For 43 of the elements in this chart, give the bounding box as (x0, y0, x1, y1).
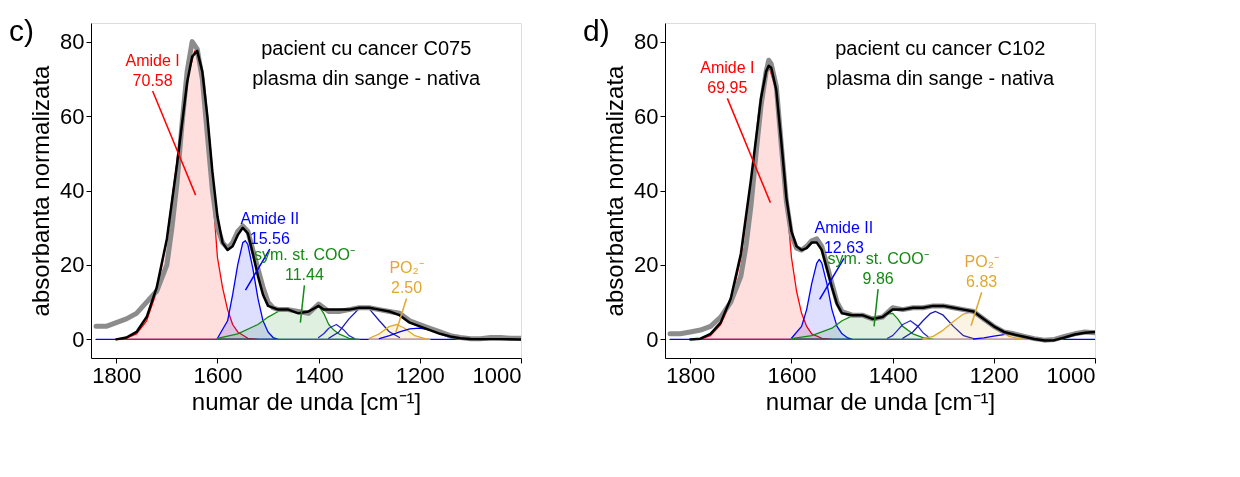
annotation: plasma din sange - nativa (826, 67, 1056, 89)
series-label: Amide I (700, 59, 755, 77)
x-axis-title: numar de unda [cm⁻¹] (765, 387, 996, 415)
y-tick-label: 60 (60, 103, 85, 129)
y-tick-label: 60 (634, 103, 659, 129)
x-tick-label: 1000 (472, 362, 522, 388)
y-axis-title: absorbanta normalizata (601, 64, 629, 317)
y-tick-label: 40 (60, 178, 85, 203)
chart-title: d) (583, 14, 610, 47)
x-tick-label: 1400 (868, 362, 918, 388)
x-tick-label: 1600 (193, 362, 243, 388)
chart-title: c) (9, 14, 34, 47)
y-tick-label: 0 (72, 326, 85, 352)
series-label: Amide II (814, 219, 874, 237)
series-label: Amide II (240, 210, 300, 228)
annotation: pacient cu cancer C075 (261, 37, 472, 59)
y-axis-title: absorbanta normalizata (27, 64, 55, 317)
y-tick-label: 80 (634, 29, 659, 55)
x-tick-label: 1600 (767, 362, 817, 388)
y-tick-label: 0 (646, 326, 659, 352)
y-tick-label: 20 (634, 252, 659, 278)
annotation: pacient cu cancer C102 (835, 37, 1046, 59)
annotation: 6.83 (966, 273, 998, 291)
x-tick-label: 1000 (1046, 362, 1096, 388)
annotation: 69.95 (707, 79, 748, 97)
x-tick-label: 1200 (969, 362, 1019, 388)
annotation: plasma din sange - nativa (252, 67, 482, 89)
y-tick-label: 40 (634, 178, 659, 203)
x-tick-label: 1800 (666, 362, 716, 388)
x-tick-label: 1800 (92, 362, 142, 388)
annotation: 15.56 (249, 230, 290, 248)
annotation: 9.86 (862, 270, 894, 288)
series-label: Amide I (125, 51, 180, 69)
x-axis-title: numar de unda [cm⁻¹] (191, 387, 422, 415)
x-tick-label: 1400 (294, 362, 344, 388)
y-tick-label: 80 (60, 29, 85, 55)
text: PO₂⁻ (389, 259, 424, 277)
annotation: 70.58 (132, 71, 173, 89)
annotation: 11.44 (284, 266, 324, 284)
text: PO₂⁻ (964, 253, 999, 271)
y-tick-label: 20 (60, 252, 85, 278)
annotation: 2.50 (390, 279, 423, 297)
x-tick-label: 1200 (395, 362, 445, 388)
